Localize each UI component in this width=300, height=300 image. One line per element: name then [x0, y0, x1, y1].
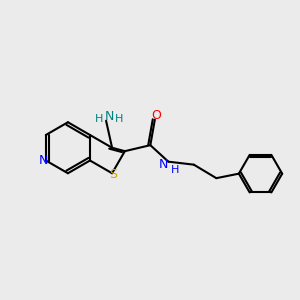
Text: H: H	[171, 165, 179, 175]
Text: S: S	[110, 168, 118, 181]
Text: N: N	[159, 158, 169, 171]
Text: N: N	[104, 110, 114, 123]
Text: H: H	[94, 114, 103, 124]
Text: O: O	[152, 109, 161, 122]
Text: N: N	[39, 154, 48, 167]
Text: H: H	[115, 114, 123, 124]
